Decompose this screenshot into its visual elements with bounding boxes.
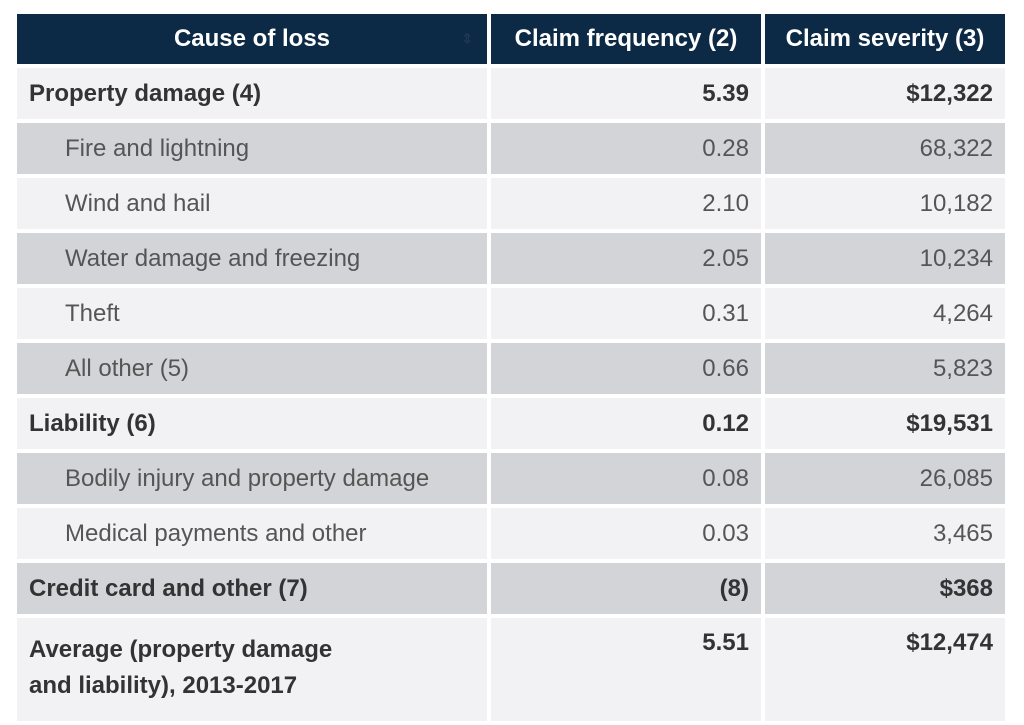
row-cause-line2: and liability), 2013-2017 bbox=[29, 672, 298, 699]
table-row: Medical payments and other 0.03 3,465 bbox=[17, 508, 1005, 559]
table-row: Property damage (4) 5.39 $12,322 bbox=[17, 68, 1005, 119]
row-cause: Water damage and freezing bbox=[17, 233, 487, 284]
header-cause-label: Cause of loss bbox=[173, 25, 331, 52]
table-row-average: Average (property damage and liability), … bbox=[17, 618, 1005, 721]
table-row: Credit card and other (7) (8) $368 bbox=[17, 563, 1005, 614]
table-row: Wind and hail 2.10 10,182 bbox=[17, 178, 1005, 229]
row-frequency: 0.31 bbox=[491, 288, 761, 339]
row-frequency: 0.08 bbox=[491, 453, 761, 504]
row-severity: $19,531 bbox=[765, 398, 1005, 449]
row-severity: 3,465 bbox=[765, 508, 1005, 559]
row-severity: 10,182 bbox=[765, 178, 1005, 229]
row-frequency: 0.12 bbox=[491, 398, 761, 449]
row-severity: 5,823 bbox=[765, 343, 1005, 394]
row-severity: 26,085 bbox=[765, 453, 1005, 504]
table-row: Bodily injury and property damage 0.08 2… bbox=[17, 453, 1005, 504]
row-frequency: 5.51 bbox=[491, 618, 761, 721]
row-frequency: 5.39 bbox=[491, 68, 761, 119]
row-cause: Bodily injury and property damage bbox=[17, 453, 487, 504]
row-frequency: 2.10 bbox=[491, 178, 761, 229]
header-cause-of-loss[interactable]: Cause of loss ⇕ bbox=[17, 14, 487, 64]
header-claim-severity[interactable]: Claim severity (3) bbox=[765, 14, 1005, 64]
row-cause: Wind and hail bbox=[17, 178, 487, 229]
row-cause: Average (property damage and liability), … bbox=[17, 618, 487, 721]
row-severity: $368 bbox=[765, 563, 1005, 614]
row-severity: 4,264 bbox=[765, 288, 1005, 339]
row-severity: $12,322 bbox=[765, 68, 1005, 119]
row-cause: Credit card and other (7) bbox=[17, 563, 487, 614]
table-row: Fire and lightning 0.28 68,322 bbox=[17, 123, 1005, 174]
claims-table-container: Cause of loss ⇕ Claim frequency (2) Clai… bbox=[17, 14, 1005, 721]
row-severity: 68,322 bbox=[765, 123, 1005, 174]
table-row: Theft 0.31 4,264 bbox=[17, 288, 1005, 339]
claims-table: Cause of loss ⇕ Claim frequency (2) Clai… bbox=[13, 10, 1009, 725]
header-claim-frequency[interactable]: Claim frequency (2) bbox=[491, 14, 761, 64]
row-cause: Property damage (4) bbox=[17, 68, 487, 119]
row-cause: Medical payments and other bbox=[17, 508, 487, 559]
row-cause: Theft bbox=[17, 288, 487, 339]
row-frequency: 0.28 bbox=[491, 123, 761, 174]
row-frequency: 2.05 bbox=[491, 233, 761, 284]
row-frequency: 0.03 bbox=[491, 508, 761, 559]
table-row: Water damage and freezing 2.05 10,234 bbox=[17, 233, 1005, 284]
sort-icon[interactable]: ⇕ bbox=[461, 30, 473, 47]
row-frequency: 0.66 bbox=[491, 343, 761, 394]
row-cause-line1: Average (property damage bbox=[29, 636, 333, 663]
table-row: Liability (6) 0.12 $19,531 bbox=[17, 398, 1005, 449]
row-cause: All other (5) bbox=[17, 343, 487, 394]
table-row: All other (5) 0.66 5,823 bbox=[17, 343, 1005, 394]
row-cause: Liability (6) bbox=[17, 398, 487, 449]
row-severity: 10,234 bbox=[765, 233, 1005, 284]
row-frequency: (8) bbox=[491, 563, 761, 614]
header-row: Cause of loss ⇕ Claim frequency (2) Clai… bbox=[17, 14, 1005, 64]
row-cause: Fire and lightning bbox=[17, 123, 487, 174]
row-severity: $12,474 bbox=[765, 618, 1005, 721]
